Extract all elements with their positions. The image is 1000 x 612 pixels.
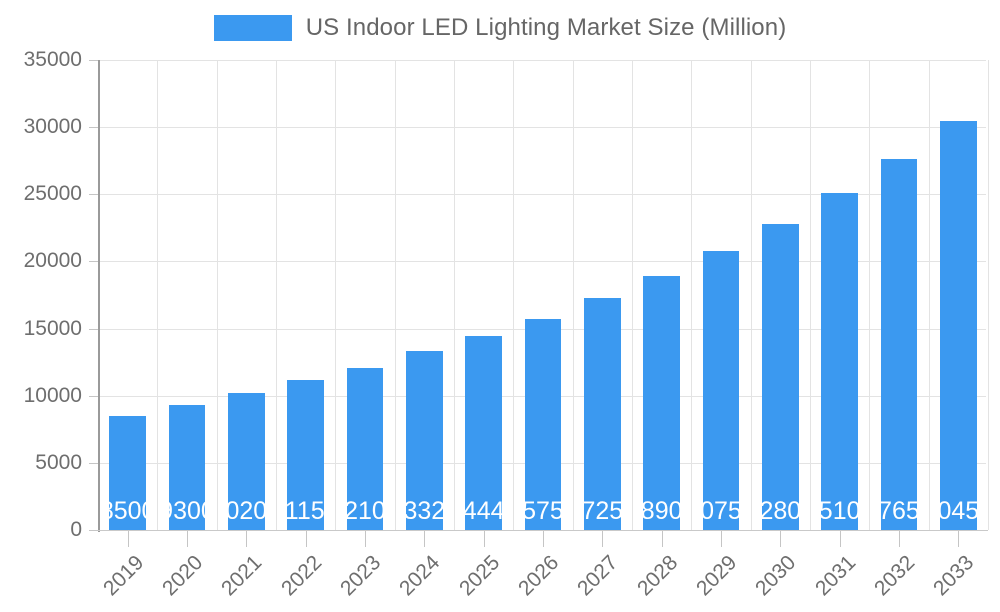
bar-column[interactable]: 11150 bbox=[287, 60, 325, 530]
y-axis-tick-mark bbox=[89, 328, 98, 330]
x-axis-tick-mark bbox=[899, 531, 900, 547]
bar-column[interactable]: 14440 bbox=[465, 60, 503, 530]
x-axis-tick-mark bbox=[365, 531, 366, 547]
y-axis-tick-label: 0 bbox=[70, 518, 82, 541]
bar[interactable]: 15750 bbox=[524, 318, 562, 530]
bar-column[interactable]: 12100 bbox=[346, 60, 384, 530]
bar[interactable]: 22800 bbox=[761, 223, 799, 530]
bar[interactable]: 25100 bbox=[821, 192, 859, 530]
x-axis-tick-mark bbox=[424, 531, 426, 547]
y-axis-tick-mark bbox=[89, 261, 98, 263]
bar[interactable]: 17250 bbox=[583, 298, 621, 530]
x-axis-tick-label: 2024 bbox=[395, 551, 445, 601]
bar[interactable]: 12100 bbox=[346, 367, 384, 530]
y-axis-tick-label: 35000 bbox=[23, 48, 82, 71]
x-axis-tick-label: 2032 bbox=[869, 551, 920, 601]
x-axis-tick-label: 2028 bbox=[632, 551, 682, 601]
bar-column[interactable]: 27650 bbox=[880, 60, 918, 530]
y-axis-tick-mark bbox=[89, 60, 98, 61]
x-axis-tick-label: 2026 bbox=[513, 551, 564, 601]
bar-value-label: 25100 bbox=[821, 497, 859, 525]
legend-color-swatch bbox=[213, 15, 292, 41]
bar[interactable]: 27650 bbox=[880, 158, 918, 530]
bar-column[interactable]: 10200 bbox=[227, 60, 265, 530]
y-axis-tick-label: 30000 bbox=[23, 115, 82, 139]
bar-value-label: 10200 bbox=[227, 497, 265, 525]
legend-label: US Indoor LED Lighting Market Size (Mill… bbox=[305, 14, 787, 41]
bar-column[interactable]: 9300 bbox=[168, 60, 206, 530]
bar-column[interactable]: 18900 bbox=[643, 60, 681, 530]
x-axis-tick-mark bbox=[661, 531, 663, 547]
bar-series: 8500 9300 10200 11150 12100 13320 14440 15750 17… bbox=[98, 60, 988, 530]
x-axis-tick-mark bbox=[839, 531, 841, 547]
bar-column[interactable]: 20750 bbox=[702, 60, 740, 530]
bar-value-label: 20750 bbox=[702, 497, 740, 525]
x-axis-tick-label: 2029 bbox=[691, 551, 742, 601]
y-axis-tick-mark bbox=[89, 127, 98, 129]
y-axis-tick-label: 20000 bbox=[23, 249, 82, 273]
x-axis-tick-label: 2030 bbox=[751, 551, 801, 601]
bar-value-label: 8500 bbox=[109, 497, 146, 525]
x-axis-tick-label: 2025 bbox=[454, 551, 504, 601]
bar[interactable]: 8500 bbox=[109, 415, 147, 530]
bar-column[interactable]: 30450 bbox=[939, 60, 977, 530]
bar-value-label: 11150 bbox=[287, 497, 325, 525]
bar[interactable]: 14440 bbox=[465, 336, 503, 530]
bar[interactable]: 11150 bbox=[287, 380, 325, 530]
x-axis-tick-label: 2019 bbox=[98, 551, 148, 601]
bar[interactable]: 13320 bbox=[405, 351, 443, 530]
x-axis-tick-mark bbox=[543, 531, 544, 547]
y-axis-tick-mark bbox=[89, 395, 98, 397]
bar-value-label: 15750 bbox=[524, 497, 562, 525]
x-axis-tick-mark bbox=[305, 531, 307, 547]
x-axis-tick-mark bbox=[483, 531, 485, 547]
bar-value-label: 12100 bbox=[346, 497, 384, 525]
bar[interactable]: 18900 bbox=[643, 276, 681, 530]
x-axis-tick-label: 2022 bbox=[276, 551, 326, 601]
bar-column[interactable]: 22800 bbox=[761, 60, 799, 530]
y-axis-tick-mark bbox=[89, 462, 98, 464]
x-axis-tick-mark bbox=[127, 531, 129, 547]
x-axis-tick-mark bbox=[246, 531, 248, 547]
x-axis-tick-label: 2031 bbox=[810, 551, 860, 601]
x-axis-tick-label: 2033 bbox=[929, 551, 979, 601]
x-axis-tick-mark bbox=[602, 531, 604, 547]
bar-value-label: 27650 bbox=[880, 497, 918, 525]
x-axis-tick-label: 2027 bbox=[573, 551, 623, 601]
y-axis-tick-label: 10000 bbox=[23, 383, 82, 407]
y-axis-tick-mark bbox=[89, 530, 98, 531]
y-axis-tick-label: 25000 bbox=[23, 182, 82, 206]
bar-value-label: 14440 bbox=[465, 497, 503, 525]
x-axis-tick-mark bbox=[721, 531, 722, 547]
x-axis-tick-mark bbox=[958, 531, 960, 547]
bar[interactable]: 9300 bbox=[168, 405, 206, 530]
gridline-vertical bbox=[988, 60, 989, 530]
y-axis-tick-mark bbox=[89, 194, 98, 196]
bar-column[interactable]: 13320 bbox=[405, 60, 443, 530]
bar-value-label: 9300 bbox=[169, 497, 206, 525]
y-axis-tick-label: 5000 bbox=[35, 450, 82, 474]
x-axis-tick-mark bbox=[187, 531, 188, 547]
bar-value-label: 13320 bbox=[405, 497, 443, 525]
bar-column[interactable]: 17250 bbox=[583, 60, 621, 530]
bar-value-label: 17250 bbox=[583, 497, 621, 525]
bar[interactable]: 30450 bbox=[939, 121, 977, 530]
bar-value-label: 30450 bbox=[939, 497, 977, 525]
x-axis-line bbox=[98, 530, 988, 531]
y-axis-line bbox=[98, 60, 100, 532]
bar[interactable]: 10200 bbox=[227, 393, 265, 530]
x-axis-tick-label: 2020 bbox=[157, 551, 208, 601]
x-axis-tick-label: 2023 bbox=[335, 551, 386, 601]
bar[interactable]: 20750 bbox=[702, 251, 740, 530]
bar-column[interactable]: 8500 bbox=[109, 60, 147, 530]
x-axis-tick-label: 2021 bbox=[217, 551, 267, 601]
y-axis-tick-label: 15000 bbox=[23, 316, 82, 340]
chart-legend: US Indoor LED Lighting Market Size (Mill… bbox=[0, 14, 1000, 42]
bar-column[interactable]: 15750 bbox=[524, 60, 562, 530]
x-axis-tick-mark bbox=[780, 531, 782, 547]
bar-value-label: 22800 bbox=[761, 497, 799, 525]
bar-column[interactable]: 25100 bbox=[821, 60, 859, 530]
bar-value-label: 18900 bbox=[643, 497, 681, 525]
